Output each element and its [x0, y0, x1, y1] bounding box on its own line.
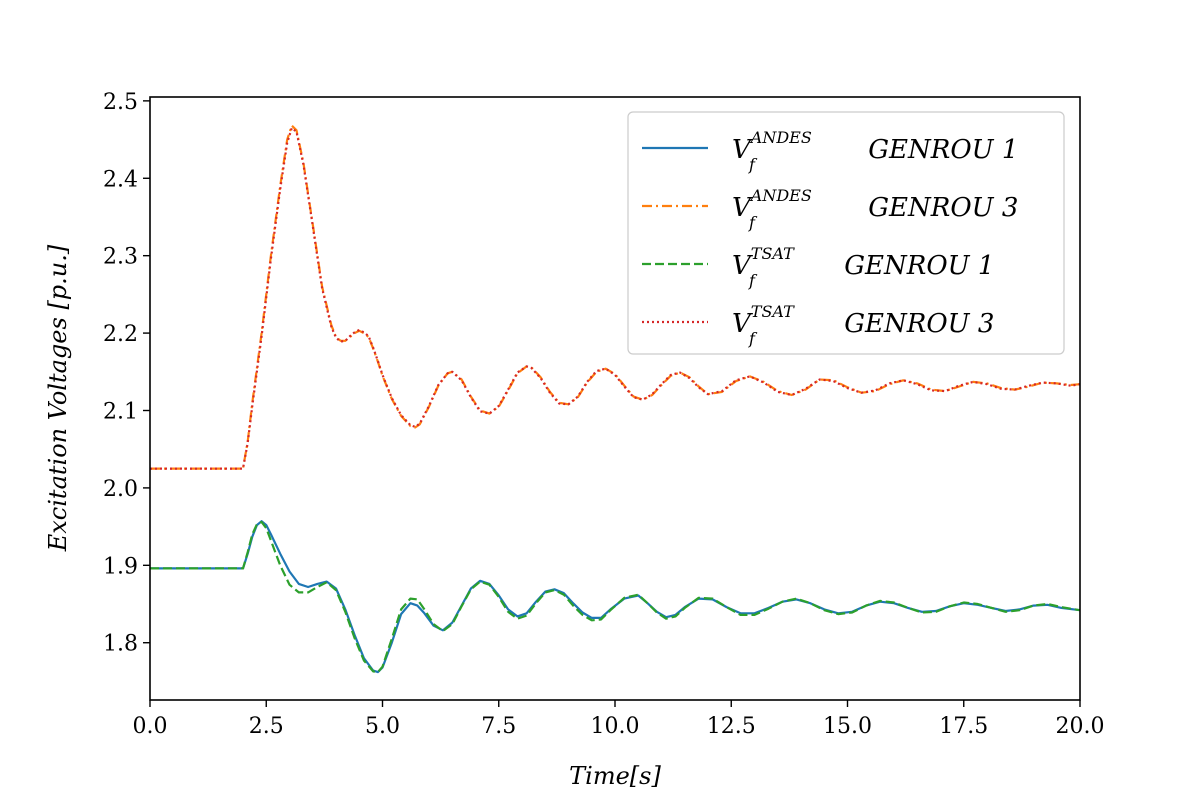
legend-label-1: VANDES f GENROU 1 — [732, 128, 1018, 174]
x-tick-label: 5.0 — [365, 714, 400, 739]
series-line-3 — [150, 520, 1080, 674]
x-tick-label: 0.0 — [133, 714, 168, 739]
legend-label-superscript: ANDES — [749, 186, 812, 205]
legend-label-base: V — [732, 193, 753, 223]
legend-label-subscript: f — [748, 271, 758, 290]
y-axis-label: Excitation Voltages [p.u.] — [44, 244, 72, 552]
x-tick-label: 17.5 — [939, 714, 988, 739]
y-tick-label: 1.8 — [103, 632, 138, 657]
y-tick-label: 2.2 — [103, 322, 138, 347]
legend-label-rest: GENROU 1 — [836, 251, 994, 281]
series-line-4 — [150, 126, 1080, 470]
legend-label-2: VANDES f GENROU 3 — [732, 186, 1018, 232]
x-tick-label: 2.5 — [249, 714, 284, 739]
legend-box — [627, 111, 1065, 355]
legend-label-base: V — [732, 251, 753, 281]
x-tick-label: 20.0 — [1056, 714, 1105, 739]
legend-label-superscript: TSAT — [751, 244, 795, 263]
y-tick-label: 2.3 — [103, 245, 138, 270]
legend-label-3: VTSAT f GENROU 1 — [732, 244, 994, 290]
x-tick-label: 15.0 — [823, 714, 872, 739]
x-tick-label: 10.0 — [591, 714, 640, 739]
y-tick-label: 2.4 — [103, 167, 138, 192]
x-tick-label: 7.5 — [481, 714, 516, 739]
series-layer — [150, 124, 1080, 674]
legend-label-subscript: f — [748, 329, 758, 348]
legend-label-4: VTSAT f GENROU 3 — [732, 302, 994, 348]
legend-label-base: V — [732, 309, 753, 339]
y-tick-label: 2.5 — [103, 90, 138, 115]
x-tick-label: 12.5 — [707, 714, 756, 739]
legend-label-rest: GENROU 3 — [836, 309, 994, 339]
legend-label-superscript: ANDES — [749, 128, 812, 147]
legend-label-base: V — [732, 135, 753, 165]
legend-label-rest: GENROU 1 — [860, 135, 1018, 165]
y-tick-label: 2.1 — [103, 399, 138, 424]
legend-label-subscript: f — [748, 155, 758, 174]
x-axis: 0.0 2.5 5.0 7.5 10.0 12.5 15.0 17.5 20.0 — [133, 700, 1105, 739]
y-tick-label: 2.0 — [103, 477, 138, 502]
legend-label-rest: GENROU 3 — [860, 193, 1018, 223]
x-axis-label: Time[s] — [569, 762, 661, 790]
y-tick-label: 1.9 — [103, 554, 138, 579]
y-axis: 1.8 1.9 2.0 2.1 2.2 2.3 2.4 2.5 — [103, 90, 150, 657]
legend-label-superscript: TSAT — [751, 302, 795, 321]
legend-label-subscript: f — [748, 213, 758, 232]
